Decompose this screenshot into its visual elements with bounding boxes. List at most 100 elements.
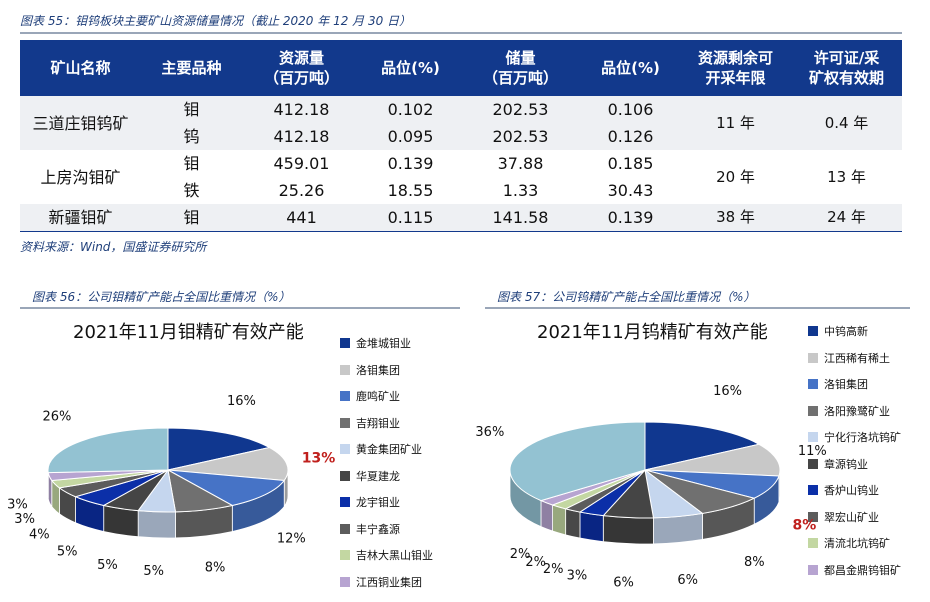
legend-item: 清流北坑钨矿 xyxy=(808,530,901,557)
legend-label: 章源钨业 xyxy=(824,457,868,471)
chart-57-caption-rule xyxy=(485,307,910,309)
cell-permit: 0.4 年 xyxy=(791,96,902,150)
pie-slice-side xyxy=(540,499,553,532)
cell-mine: 上房沟钼矿 xyxy=(40,167,121,187)
legend-item: 龙宇钼业 xyxy=(340,489,433,516)
pie-data-label: 16% xyxy=(713,384,742,399)
legend-swatch xyxy=(340,364,350,375)
header-permit: 许可证/采 矿权有效期 xyxy=(791,40,902,96)
legend-item: 中钨高新 xyxy=(808,318,901,345)
table-row: 上房沟钼矿 钼 459.01 0.139 37.88 0.185 20 年 13… xyxy=(20,150,902,187)
legend-item: 金堆城钼业 xyxy=(340,330,433,357)
legend-swatch xyxy=(808,352,818,363)
pie-data-label: 13% xyxy=(302,451,336,467)
cell-product: 钼 xyxy=(141,96,242,123)
header-mine: 矿山名称 xyxy=(20,40,141,96)
pie-data-label: 5% xyxy=(97,558,118,573)
legend-swatch xyxy=(808,564,818,575)
legend-item: 江西稀有稀土 xyxy=(808,345,901,372)
pie-data-label: 8% xyxy=(793,517,817,533)
legend-swatch xyxy=(808,379,818,390)
legend-item: 章源钨业 xyxy=(808,451,901,478)
table-bottom-rule xyxy=(20,231,902,232)
cell-mining-life: 20 年 xyxy=(716,167,755,186)
source-note: 资料来源：Wind，国盛证券研究所 xyxy=(20,240,207,254)
cell-resource: 25.26 xyxy=(278,181,325,200)
cell-product: 钼 xyxy=(141,204,242,231)
legend-label: 洛钼集团 xyxy=(824,378,868,392)
pie-slice xyxy=(47,427,169,474)
legend-swatch xyxy=(808,405,818,416)
cell-resource: 412.18 xyxy=(242,123,361,150)
legend-item: 吉林大黑山钼业 xyxy=(340,542,433,569)
header-reserve: 储量 （百万吨） xyxy=(460,40,581,96)
table-header-row: 矿山名称 主要品种 资源量 （百万吨） 品位(%) 储量 （百万吨） 品位(%) 资… xyxy=(20,40,902,96)
legend-label: 江西铜业集团 xyxy=(356,575,422,589)
legend-swatch xyxy=(340,550,350,561)
cell-grade: 0.106 xyxy=(581,96,680,123)
legend-label: 黄金集团矿业 xyxy=(356,443,422,457)
cell-resource: 412.18 xyxy=(242,96,361,123)
pie-data-label: 6% xyxy=(677,573,698,588)
cell-grade: 0.139 xyxy=(387,154,434,173)
legend-swatch xyxy=(808,432,818,443)
cell-mine: 新疆钼矿 xyxy=(20,204,141,231)
pie-slice xyxy=(509,421,646,502)
legend-swatch xyxy=(340,576,350,587)
header-resource: 资源量 （百万吨） xyxy=(242,40,361,96)
pie-slice-side xyxy=(552,504,567,536)
cell-grade: 0.095 xyxy=(361,123,460,150)
legend-label: 丰宁鑫源 xyxy=(356,522,400,536)
table-row: 钨 412.18 0.095 202.53 0.126 xyxy=(20,123,902,150)
legend-item: 翠宏山矿业 xyxy=(808,504,901,531)
pie-data-label: 2% xyxy=(525,555,546,570)
chart-56-caption: 图表 56：公司钼精矿产能占全国比重情况（%） xyxy=(32,290,291,304)
legend-swatch xyxy=(808,326,818,337)
cell-mine: 三道庄钼钨矿 xyxy=(20,96,141,150)
chart-57-title: 2021年11月钨精矿有效产能 xyxy=(537,322,768,343)
cell-mining-life: 11 年 xyxy=(680,96,791,150)
cell-grade: 0.185 xyxy=(607,154,654,173)
cell-reserve: 202.53 xyxy=(460,123,581,150)
legend-item: 鹿鸣矿业 xyxy=(340,383,433,410)
pie-data-label: 3% xyxy=(7,497,28,512)
legend-swatch xyxy=(340,391,350,402)
pie-data-label: 12% xyxy=(277,532,306,547)
legend-swatch xyxy=(808,538,818,549)
pie-data-label: 6% xyxy=(613,575,634,590)
pie-data-label: 5% xyxy=(57,545,78,560)
legend-swatch xyxy=(340,444,350,455)
chart-56-caption-rule xyxy=(20,307,460,309)
cell-grade: 18.55 xyxy=(387,181,434,200)
table-caption-rule xyxy=(20,32,902,34)
legend-swatch xyxy=(340,338,350,349)
cell-reserve: 202.53 xyxy=(460,96,581,123)
cell-grade: 0.102 xyxy=(361,96,460,123)
table-caption: 图表 55：钼钨板块主要矿山资源储量情况（截止 2020 年 12 月 30 日… xyxy=(20,14,412,28)
cell-reserve: 1.33 xyxy=(502,181,539,200)
pie-slice xyxy=(167,469,286,506)
legend-swatch xyxy=(340,470,350,481)
cell-product: 钼 xyxy=(183,154,200,173)
legend-item: 丰宁鑫源 xyxy=(340,516,433,543)
pie-slice-side xyxy=(602,515,654,545)
legend-item: 宁化行洛坑钨矿 xyxy=(808,424,901,451)
pie-slice xyxy=(167,427,271,471)
legend-label: 华夏建龙 xyxy=(356,469,400,483)
legend-item: 黄金集团矿业 xyxy=(340,436,433,463)
legend-label: 宁化行洛坑钨矿 xyxy=(824,431,901,445)
resource-table: 矿山名称 主要品种 资源量 （百万吨） 品位(%) 储量 （百万吨） 品位(%) 资… xyxy=(20,40,902,231)
chart-57-caption: 图表 57：公司钨精矿产能占全国比重情况（%） xyxy=(497,290,756,304)
legend-item: 洛钼集团 xyxy=(340,357,433,384)
header-product: 主要品种 xyxy=(141,40,242,96)
pie-data-label: 36% xyxy=(475,425,504,440)
legend-item: 吉翔钼业 xyxy=(340,410,433,437)
cell-grade: 0.139 xyxy=(581,204,680,231)
pie-data-label: 8% xyxy=(205,561,226,576)
pie-data-label: 2% xyxy=(510,547,531,562)
pie-slice-side xyxy=(579,511,604,543)
legend-label: 洛阳豫鹭矿业 xyxy=(824,404,890,418)
header-reserve-grade: 品位(%) xyxy=(581,40,680,96)
